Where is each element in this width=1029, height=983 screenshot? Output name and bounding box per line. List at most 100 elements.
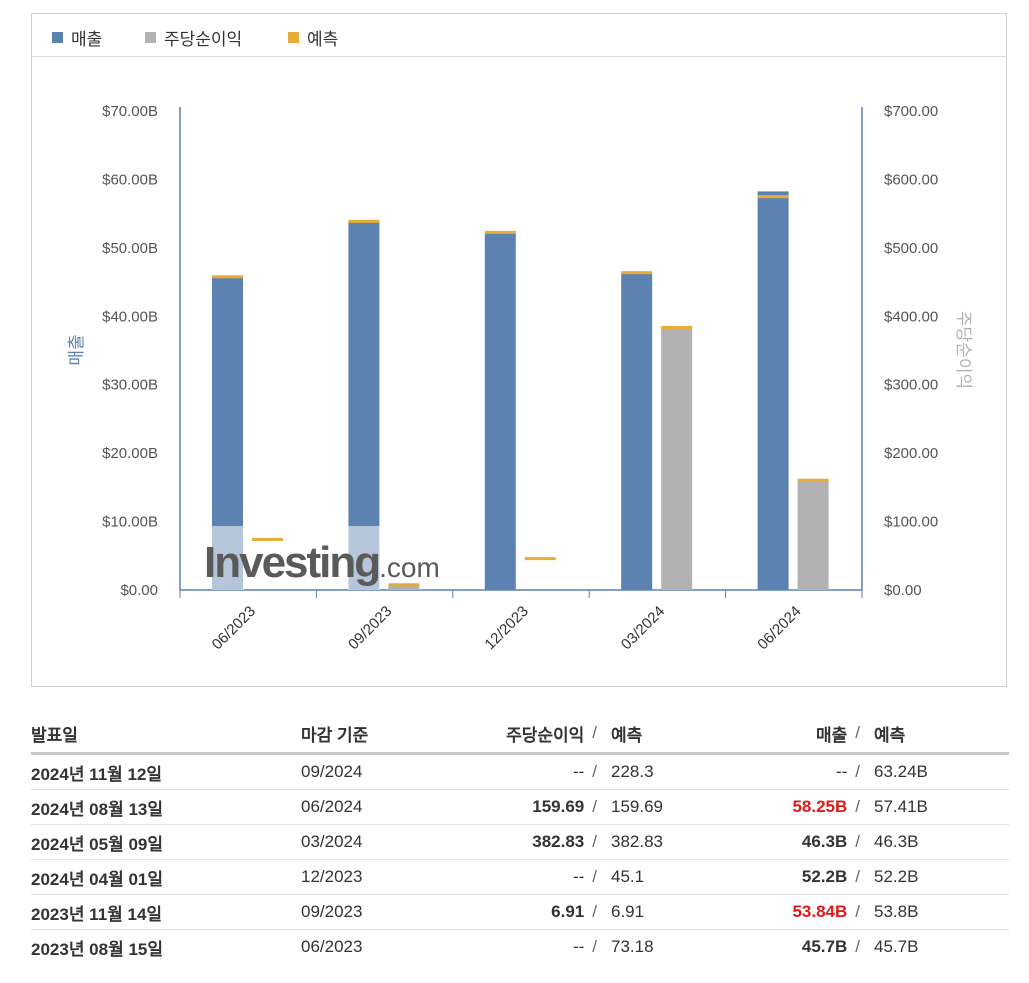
row-revenue: 53.84B / — [792, 895, 868, 929]
y-left-axis-title: 매출 — [67, 334, 86, 365]
header-date[interactable]: 발표일 — [31, 725, 78, 745]
header-period[interactable]: 마감 기준 — [301, 725, 369, 745]
forecast-swatch-icon — [288, 32, 299, 43]
row-revenue: 52.2B / — [802, 860, 868, 894]
eps-forecast-marker — [524, 557, 556, 561]
legend-item-revenue[interactable]: 매출 — [52, 25, 102, 50]
revenue-forecast-marker — [484, 230, 516, 234]
row-eps-actual: -- — [572, 867, 585, 886]
row-eps: -- / — [573, 755, 605, 789]
header-eps-forecast[interactable]: 예측 — [611, 725, 643, 745]
row-eps-actual: 6.91 — [551, 902, 585, 921]
row-eps-separator: / — [592, 902, 597, 921]
earnings-chart: 매출 주당순이익 예측 $0.00 $10.00B $20.00B $30.00B $4… — [31, 13, 1007, 687]
row-revenue-actual: 45.7B — [801, 937, 848, 956]
y-right-axis-title: 주당순이익 — [954, 311, 973, 389]
x-tick-label: 06/2024 — [754, 603, 804, 653]
revenue-forecast-marker — [348, 219, 380, 223]
y-right-tick-label: $200.00 — [884, 445, 938, 462]
row-eps-actual: -- — [572, 937, 585, 956]
y-right-tick-label: $600.00 — [884, 171, 938, 188]
table-row: 2023년 11월 14일 09/2023 6.91 / 6.91 53.84B/53.8… — [31, 895, 1009, 930]
row-eps-actual: 382.83 — [532, 832, 585, 851]
row-period: 06/2024 — [301, 797, 363, 816]
y-left-tick-label: $60.00B — [102, 171, 158, 188]
row-period: 06/2023 — [301, 937, 363, 956]
revenue-bar — [484, 232, 516, 590]
row-eps-forecast: 6.91 — [611, 902, 645, 921]
row-eps: 159.69 / — [532, 790, 605, 824]
y-left-tick-label: $20.00B — [102, 445, 158, 462]
row-revenue-separator: / — [855, 867, 860, 886]
row-eps-forecast: 45.1 — [611, 867, 645, 886]
revenue-swatch-icon — [52, 32, 63, 43]
row-revenue-actual: -- — [835, 762, 848, 781]
row-date: 2024년 04월 01일 — [31, 869, 164, 889]
row-eps-separator: / — [592, 937, 597, 956]
eps-bar — [661, 328, 693, 590]
row-revenue-separator: / — [855, 832, 860, 851]
y-right-tick-label: $500.00 — [884, 240, 938, 257]
row-eps-forecast: 159.69 — [611, 797, 663, 816]
table-row: 2024년 04월 01일 12/2023 -- / 45.1 52.2B / 52.2B — [31, 860, 1009, 895]
table-row: 2023년 08월 15일 06/2023 -- / 73.18 45.7B / 45.7B — [31, 930, 1009, 964]
row-revenue-forecast: 46.3B — [874, 832, 919, 851]
eps-forecast-marker — [797, 478, 829, 482]
row-revenue-actual: 58.25B — [792, 797, 848, 816]
y-left-tick-label: $70.00B — [102, 103, 158, 120]
row-period: 09/2024 — [301, 762, 363, 781]
revenue-bar — [757, 191, 789, 590]
row-revenue-actual: 53.84B — [792, 902, 848, 921]
row-revenue-forecast: 57.41B — [874, 797, 928, 816]
row-revenue-separator: / — [855, 762, 860, 781]
header-revenue-forecast[interactable]: 예측 — [874, 725, 906, 745]
row-eps-forecast: 382.83 — [611, 832, 663, 851]
x-tick-label: 09/2023 — [345, 603, 395, 653]
y-right-tick-label: $300.00 — [884, 377, 938, 394]
revenue-forecast-marker — [212, 275, 243, 279]
row-date: 2023년 11월 14일 — [31, 904, 163, 924]
y-right-tick-label: $700.00 — [884, 103, 938, 120]
row-revenue-forecast: 63.24B — [874, 762, 928, 781]
row-period: 03/2024 — [301, 832, 363, 851]
y-right-tick-label: $100.00 — [884, 514, 938, 531]
watermark-fade-2 — [348, 526, 380, 590]
row-eps-separator: / — [592, 832, 597, 851]
table-row: 2024년 08월 13일 06/2024 159.69 / 159.69 58.25B /… — [31, 790, 1009, 825]
eps-forecast-marker — [388, 583, 420, 587]
y-left-tick-label: $40.00B — [102, 308, 158, 325]
table-body: 2024년 11월 12일 09/2024 --/228.3 --/63.24B 202… — [31, 755, 1009, 964]
header-revenue-label[interactable]: 매출 — [815, 725, 848, 745]
row-period: 12/2023 — [301, 867, 363, 886]
table-row: 2024년 05월 09일 03/2024 382.83/382.83 46.3B/4… — [31, 825, 1009, 860]
row-eps: 382.83 / — [532, 825, 605, 859]
earnings-table: 발표일 마감 기준 주당순이익 / 예측 매출 / 예측 2024년 11월 1… — [31, 714, 1009, 964]
row-date: 2024년 05월 09일 — [31, 834, 164, 854]
header-eps: 주당순이익 / — [506, 714, 605, 752]
header-revenue-separator: / — [855, 723, 860, 742]
eps-forecast-marker — [252, 537, 283, 541]
header-eps-label[interactable]: 주당순이익 — [506, 725, 585, 745]
header-revenue: 매출 / — [816, 714, 868, 752]
row-revenue: 46.3B / — [802, 825, 868, 859]
eps-bar — [797, 480, 829, 590]
legend-item-forecast[interactable]: 예측 — [288, 25, 338, 50]
row-eps: 6.91 / — [551, 895, 605, 929]
row-revenue-forecast: 53.8B — [874, 902, 919, 921]
row-eps: -- / — [573, 930, 605, 964]
row-eps-actual: 159.69 — [532, 797, 585, 816]
row-revenue-actual: 52.2B — [801, 867, 848, 886]
eps-forecast-marker — [661, 326, 693, 330]
row-revenue-actual: 46.3B — [801, 832, 848, 851]
eps-swatch-icon — [145, 32, 156, 43]
row-revenue: 58.25B / — [792, 790, 868, 824]
x-tick-label: 12/2023 — [481, 603, 531, 653]
table-row: 2024년 11월 12일 09/2024 -- / 228.3 -- / 63.24B — [31, 755, 1009, 790]
legend-label-forecast: 예측 — [307, 30, 339, 49]
y-right-tick-label: $400.00 — [884, 308, 938, 325]
legend-item-eps[interactable]: 주당순이익 — [145, 25, 242, 50]
row-revenue-separator: / — [855, 937, 860, 956]
legend-label-eps: 주당순이익 — [164, 30, 243, 49]
row-revenue-forecast: 52.2B — [874, 867, 919, 886]
row-period: 09/2023 — [301, 902, 363, 921]
